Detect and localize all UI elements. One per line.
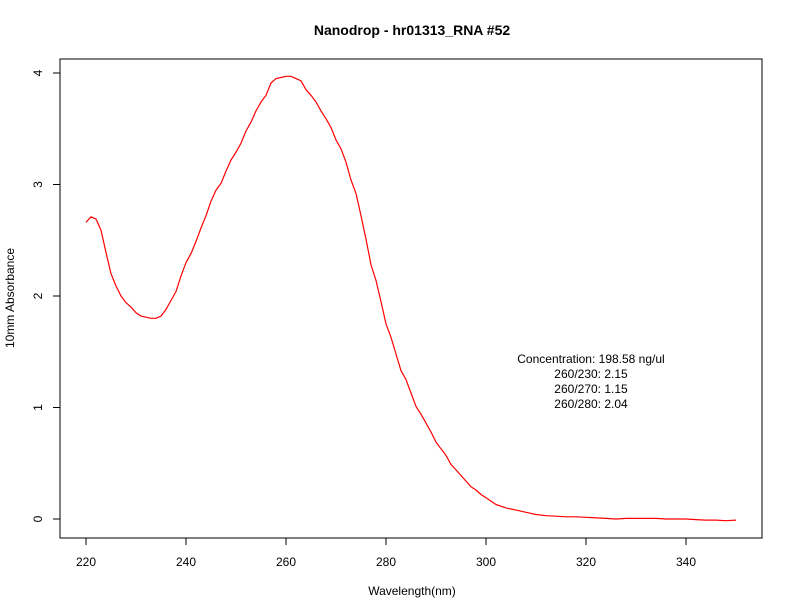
- x-tick-label: 260: [276, 555, 296, 569]
- x-axis-label: Wavelength(nm): [368, 584, 456, 598]
- x-tick-label: 320: [576, 555, 596, 569]
- annotation-line: 260/280: 2.04: [554, 397, 628, 411]
- x-tick-label: 280: [376, 555, 396, 569]
- y-tick-label: 3: [31, 181, 45, 188]
- y-tick-label: 1: [31, 404, 45, 411]
- x-tick-label: 340: [676, 555, 696, 569]
- annotation-line: Concentration: 198.58 ng/ul: [517, 352, 664, 366]
- y-axis-label: 10mm Absorbance: [3, 248, 17, 348]
- y-axis: 0 1 2 3 4: [31, 69, 61, 522]
- x-tick-label: 300: [476, 555, 496, 569]
- annotation-line: 260/230: 2.15: [554, 367, 628, 381]
- x-tick-label: 220: [76, 555, 96, 569]
- y-tick-label: 0: [31, 515, 45, 522]
- series-layer: [85, 75, 737, 522]
- x-axis: 220 240 260 280 300 320 340: [76, 537, 696, 569]
- y-tick-label: 2: [31, 292, 45, 299]
- absorbance-series-line: [85, 75, 737, 522]
- x-tick-label: 240: [176, 555, 196, 569]
- annotation-line: 260/270: 1.15: [554, 382, 628, 396]
- chart-title: Nanodrop - hr01313_RNA #52: [314, 22, 511, 38]
- y-tick-label: 4: [31, 69, 45, 76]
